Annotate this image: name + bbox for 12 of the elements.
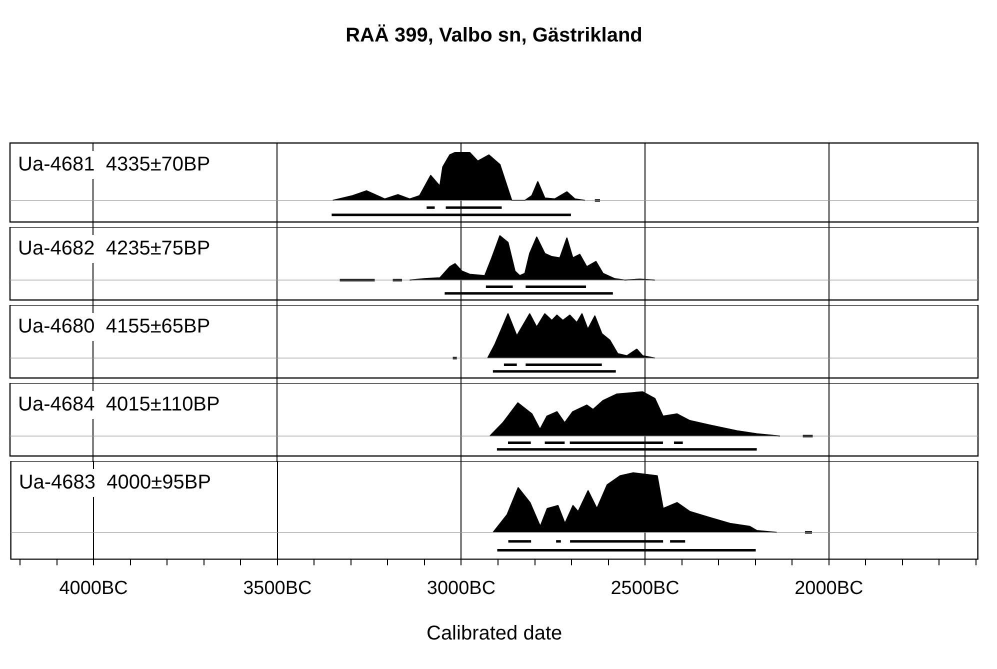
x-axis-title: Calibrated date [426,622,562,645]
text: Ua-4681 4335±70BP [18,154,210,176]
text: Ua-4683 4000±95BP [18,472,212,494]
x-tick-label: 3500BC [243,578,312,599]
text: Ua-4684 4015±110BP [18,394,220,416]
x-tick-label: 2500BC [610,578,680,599]
chart-title: RAÄ 399, Valbo sn, Gästrikland [346,24,642,47]
text: Ua-4680 4155±65BP [18,316,210,338]
text: Ua-4682 4235±75BP [18,238,210,260]
x-tick-label: 4000BC [59,578,128,599]
x-tick-label: 2000BC [794,578,864,599]
x-tick-label: 3000BC [426,578,496,599]
